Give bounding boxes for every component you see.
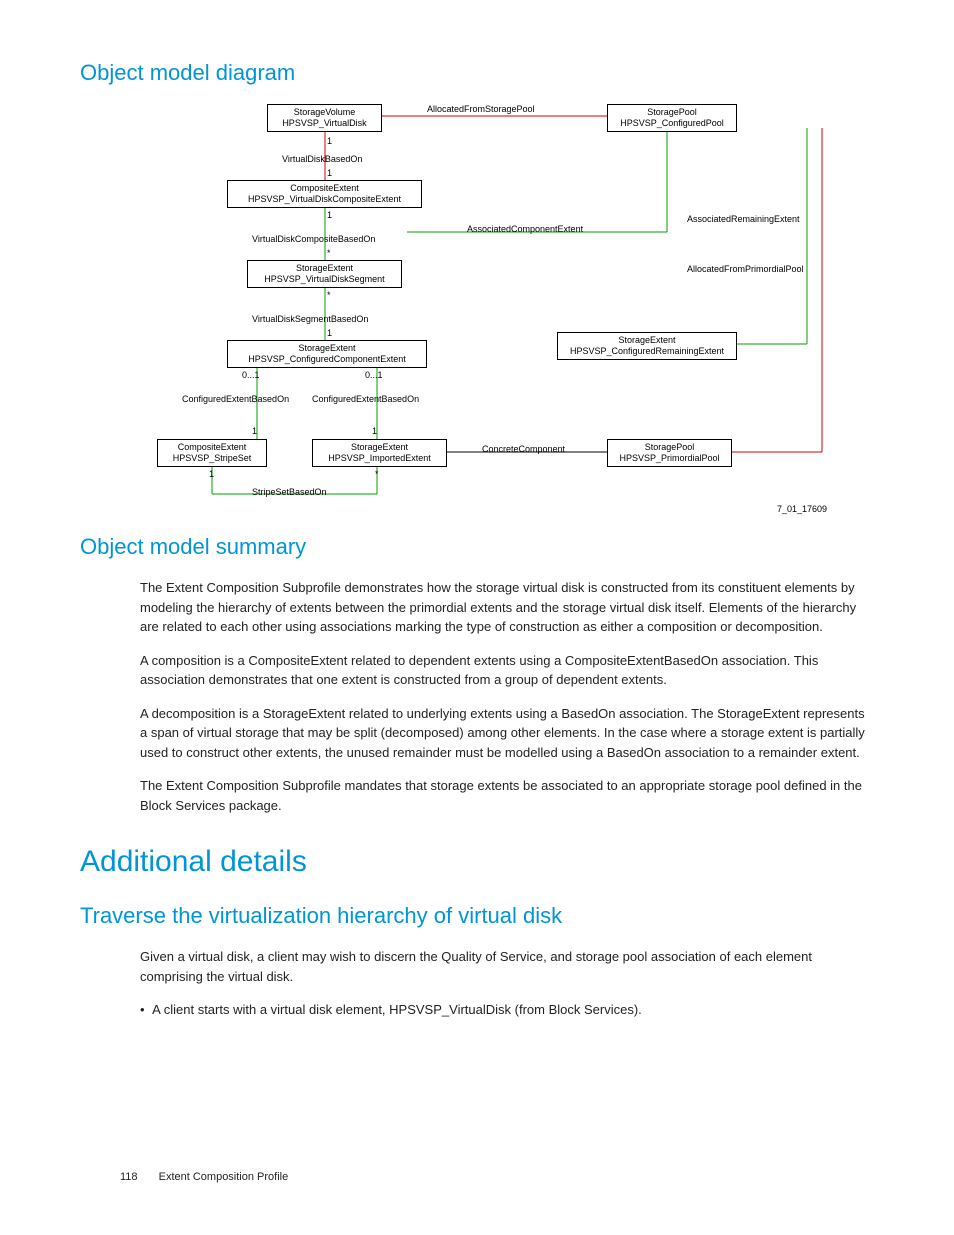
node-label: CompositeExtent — [162, 442, 262, 453]
node-imported-extent: StorageExtent HPSVSP_ImportedExtent — [312, 439, 447, 467]
assoc-configured-extent-based-on-1: ConfiguredExtentBasedOn — [182, 394, 289, 404]
assoc-associated-component-extent: AssociatedComponentExtent — [467, 224, 583, 234]
paragraph: A composition is a CompositeExtent relat… — [140, 651, 874, 690]
node-label: HPSVSP_ConfiguredRemainingExtent — [562, 346, 732, 357]
assoc-concrete-component: ConcreteComponent — [482, 444, 565, 454]
node-configured-remaining: StorageExtent HPSVSP_ConfiguredRemaining… — [557, 332, 737, 360]
node-label: StorageExtent — [317, 442, 442, 453]
node-label: StoragePool — [612, 442, 727, 453]
node-label: HPSVSP_VirtualDisk — [272, 118, 377, 129]
paragraph: A decomposition is a StorageExtent relat… — [140, 704, 874, 763]
node-configured-component: StorageExtent HPSVSP_ConfiguredComponent… — [227, 340, 427, 368]
node-storage-volume: StorageVolume HPSVSP_VirtualDisk — [267, 104, 382, 132]
page-number: 118 — [120, 1171, 138, 1183]
assoc-allocated-from-storage-pool: AllocatedFromStoragePool — [427, 104, 535, 114]
node-label: HPSVSP_VirtualDiskSegment — [252, 274, 397, 285]
heading-object-model-summary: Object model summary — [80, 534, 874, 560]
mult: 1 — [327, 136, 332, 146]
mult: 0...1 — [365, 370, 383, 380]
bullet-item: A client starts with a virtual disk elem… — [152, 1000, 874, 1020]
mult: * — [327, 248, 331, 258]
mult: 1 — [327, 328, 332, 338]
node-label: StorageExtent — [232, 343, 422, 354]
assoc-stripe-set-based-on: StripeSetBasedOn — [252, 487, 327, 497]
node-label: HPSVSP_PrimordialPool — [612, 453, 727, 464]
mult: 1 — [252, 426, 257, 436]
mult: 1 — [209, 469, 214, 479]
node-label: CompositeExtent — [232, 183, 417, 194]
mult: 1 — [372, 426, 377, 436]
heading-object-model-diagram: Object model diagram — [80, 60, 874, 86]
node-label: StorageExtent — [562, 335, 732, 346]
node-stripe-set: CompositeExtent HPSVSP_StripeSet — [157, 439, 267, 467]
footer-title: Extent Composition Profile — [159, 1171, 289, 1183]
node-label: HPSVSP_ImportedExtent — [317, 453, 442, 464]
node-label: StoragePool — [612, 107, 732, 118]
node-label: HPSVSP_ConfiguredPool — [612, 118, 732, 129]
mult: * — [375, 469, 379, 479]
node-composite-extent: CompositeExtent HPSVSP_VirtualDiskCompos… — [227, 180, 422, 208]
page-footer: 118 Extent Composition Profile — [120, 1171, 288, 1183]
node-label: HPSVSP_VirtualDiskCompositeExtent — [232, 194, 417, 205]
node-label: StorageVolume — [272, 107, 377, 118]
node-primordial-pool: StoragePool HPSVSP_PrimordialPool — [607, 439, 732, 467]
mult: 1 — [327, 210, 332, 220]
node-label: HPSVSP_StripeSet — [162, 453, 262, 464]
figure-id: 7_01_17609 — [777, 504, 827, 514]
assoc-associated-remaining-extent: AssociatedRemainingExtent — [687, 214, 800, 224]
assoc-vdisk-based-on: VirtualDiskBasedOn — [282, 154, 362, 164]
assoc-allocated-from-primordial-pool: AllocatedFromPrimordialPool — [687, 264, 804, 274]
paragraph: The Extent Composition Subprofile demons… — [140, 578, 874, 637]
mult: 1 — [327, 168, 332, 178]
heading-additional-details: Additional details — [80, 845, 874, 879]
node-label: HPSVSP_ConfiguredComponentExtent — [232, 354, 422, 365]
paragraph: The Extent Composition Subprofile mandat… — [140, 776, 874, 815]
node-storage-pool: StoragePool HPSVSP_ConfiguredPool — [607, 104, 737, 132]
assoc-vdisk-composite-based-on: VirtualDiskCompositeBasedOn — [252, 234, 375, 244]
object-model-diagram: StorageVolume HPSVSP_VirtualDisk Storage… — [127, 104, 827, 514]
assoc-vdisk-segment-based-on: VirtualDiskSegmentBasedOn — [252, 314, 368, 324]
paragraph: Given a virtual disk, a client may wish … — [140, 947, 874, 986]
node-label: StorageExtent — [252, 263, 397, 274]
assoc-configured-extent-based-on-2: ConfiguredExtentBasedOn — [312, 394, 419, 404]
node-vdisk-segment: StorageExtent HPSVSP_VirtualDiskSegment — [247, 260, 402, 288]
mult: * — [327, 290, 331, 300]
heading-traverse: Traverse the virtualization hierarchy of… — [80, 903, 874, 929]
mult: 0...1 — [242, 370, 260, 380]
